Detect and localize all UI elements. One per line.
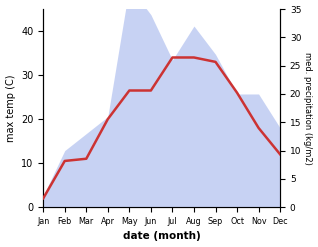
Y-axis label: max temp (C): max temp (C) [5,74,16,142]
Y-axis label: med. precipitation (kg/m2): med. precipitation (kg/m2) [303,52,313,165]
X-axis label: date (month): date (month) [123,231,201,242]
